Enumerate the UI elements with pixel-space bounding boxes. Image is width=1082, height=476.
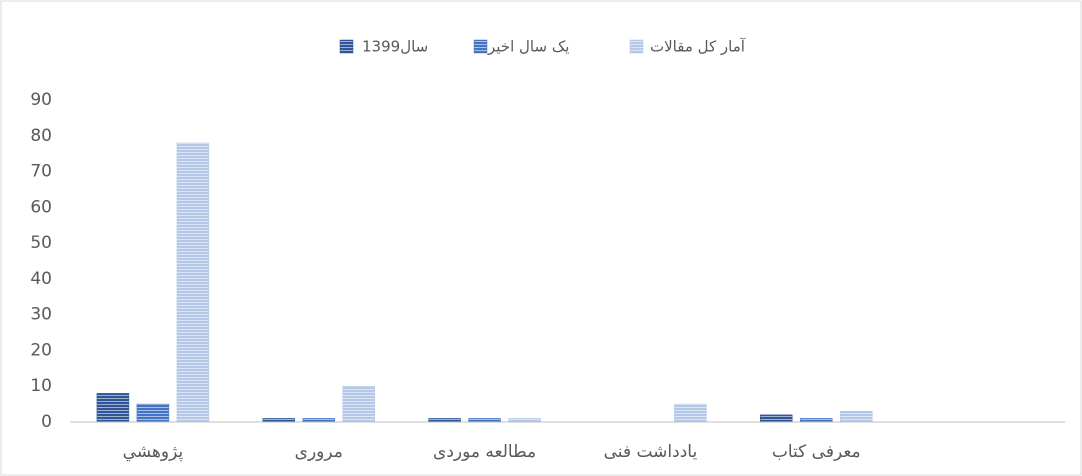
bar xyxy=(136,403,170,423)
x-tick-label: مطالعه موردی xyxy=(433,442,536,462)
bar xyxy=(262,418,295,423)
bar xyxy=(428,418,461,423)
bar xyxy=(800,418,833,423)
y-tick-label: 10 xyxy=(30,376,52,396)
legend-label: سال1399 xyxy=(362,38,428,56)
y-tick-label: 20 xyxy=(30,340,52,360)
bar xyxy=(96,393,130,423)
y-tick-label: 30 xyxy=(30,305,52,325)
y-tick-label: 60 xyxy=(30,197,52,217)
x-tick-label: پژوهشي xyxy=(123,442,184,462)
legend-swatch xyxy=(629,39,644,54)
y-tick-label: 80 xyxy=(30,126,52,146)
bar xyxy=(176,142,210,423)
bar xyxy=(508,418,541,423)
legend-label: آمار کل مقالات xyxy=(650,38,746,56)
y-tick-label: 90 xyxy=(30,90,52,110)
legend-label: یک سال اخیر xyxy=(487,38,569,56)
bar xyxy=(468,418,501,423)
bar xyxy=(760,414,793,423)
bar xyxy=(302,418,335,423)
y-tick-label: 40 xyxy=(30,269,52,289)
legend-swatch xyxy=(339,39,354,54)
x-tick-label: یادداشت فنی xyxy=(604,442,698,462)
bar xyxy=(840,411,873,423)
x-tick-label: مروری xyxy=(295,442,343,462)
x-tick-label: معرفی کتاب xyxy=(772,442,861,462)
y-tick-label: 50 xyxy=(30,233,52,253)
legend-swatch xyxy=(473,39,488,54)
y-tick-label: 70 xyxy=(30,162,52,182)
y-tick-label: 0 xyxy=(41,412,52,432)
bar xyxy=(342,385,375,423)
bar xyxy=(674,403,707,423)
